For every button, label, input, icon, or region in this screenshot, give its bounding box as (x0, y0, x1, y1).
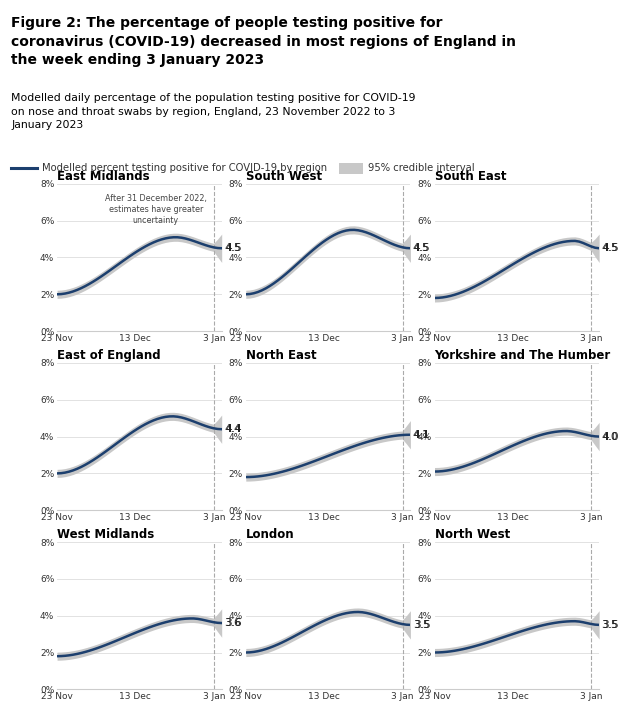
Text: 4.5: 4.5 (602, 243, 618, 253)
Text: 3.6: 3.6 (224, 618, 241, 628)
Text: 3.5: 3.5 (602, 620, 619, 630)
Text: Yorkshire and The Humber: Yorkshire and The Humber (434, 349, 611, 362)
Text: 95% credible interval: 95% credible interval (368, 163, 475, 173)
Text: 4.5: 4.5 (413, 243, 429, 253)
Text: South East: South East (434, 170, 506, 182)
Text: After 31 December 2022,
estimates have greater
uncertainty: After 31 December 2022, estimates have g… (105, 194, 207, 226)
Text: 3.5: 3.5 (602, 620, 618, 630)
Text: 4.1: 4.1 (414, 430, 430, 440)
Text: Modelled daily percentage of the population testing positive for COVID-19
on nos: Modelled daily percentage of the populat… (11, 93, 416, 129)
Text: 3.5: 3.5 (413, 620, 429, 630)
Text: 4.1: 4.1 (413, 430, 429, 440)
Text: London: London (246, 528, 294, 541)
Text: North West: North West (434, 528, 510, 541)
Text: 3.6: 3.6 (225, 618, 242, 628)
Text: Modelled percent testing positive for COVID-19 by region: Modelled percent testing positive for CO… (42, 163, 327, 173)
Text: 4.0: 4.0 (602, 431, 618, 442)
Text: West Midlands: West Midlands (57, 528, 154, 541)
Text: 3.5: 3.5 (414, 620, 430, 630)
Text: South West: South West (246, 170, 322, 182)
Text: 4.5: 4.5 (224, 243, 241, 253)
Text: 4.5: 4.5 (602, 243, 619, 253)
Text: Figure 2: The percentage of people testing positive for
coronavirus (COVID-19) d: Figure 2: The percentage of people testi… (11, 16, 517, 67)
Text: East Midlands: East Midlands (57, 170, 150, 182)
Text: 4.4: 4.4 (224, 424, 241, 434)
Text: 4.0: 4.0 (602, 431, 619, 442)
Text: 4.5: 4.5 (414, 243, 430, 253)
Text: East of England: East of England (57, 349, 160, 362)
Text: 4.4: 4.4 (225, 424, 242, 434)
Text: 4.5: 4.5 (225, 243, 242, 253)
Text: North East: North East (246, 349, 316, 362)
